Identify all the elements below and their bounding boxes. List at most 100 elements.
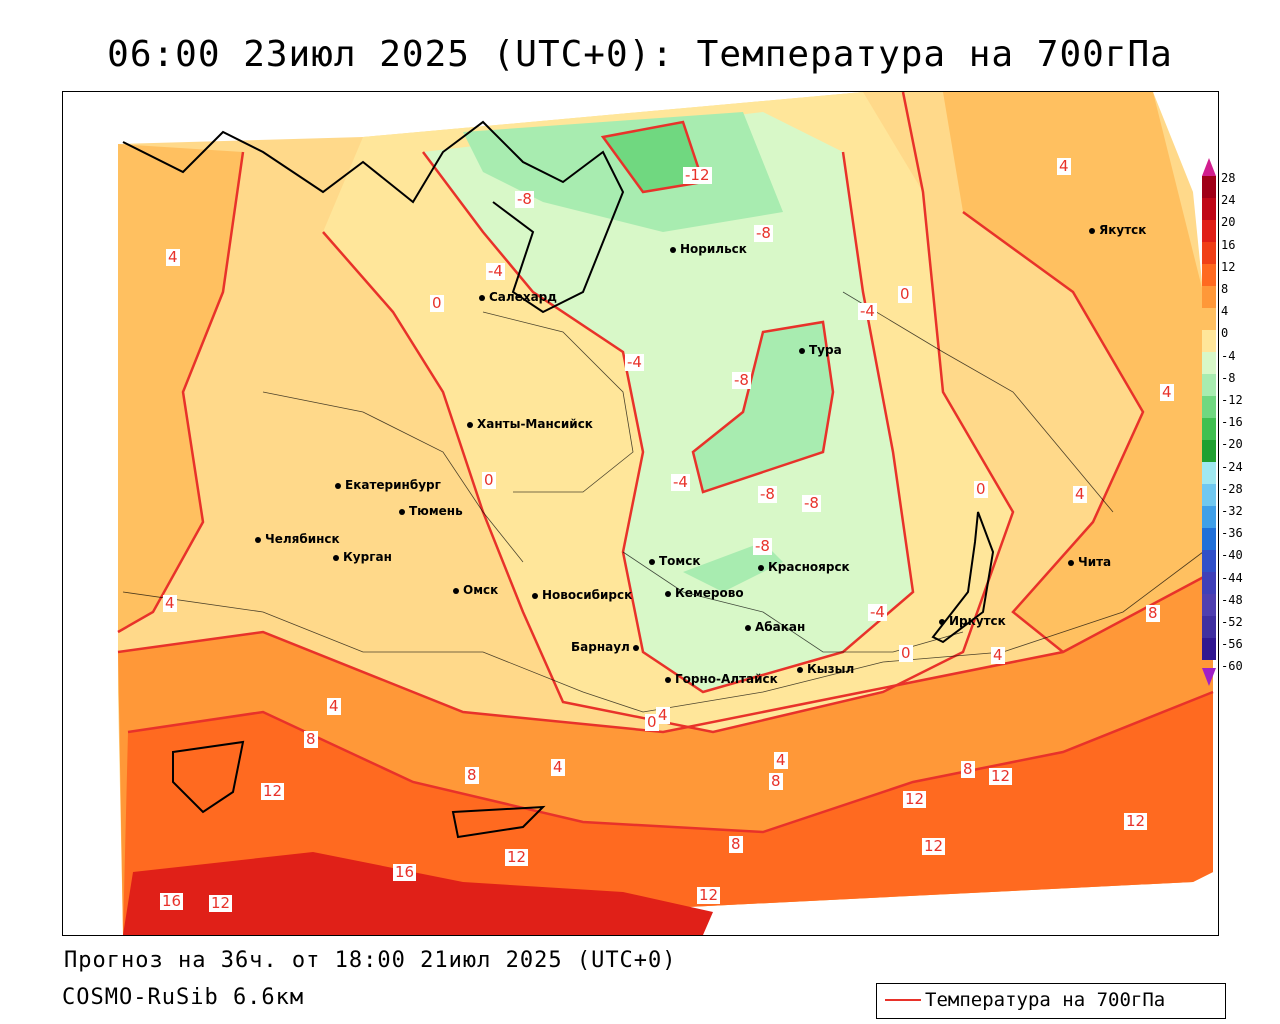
colorbar-tick-label: -56	[1221, 637, 1243, 652]
contour-label: 12	[922, 837, 946, 855]
city-khanty-mansiysk: Ханты-Мансийск	[467, 417, 593, 431]
city-krasnoyarsk: Красноярск	[758, 560, 850, 574]
colorbar-tick-label: -24	[1221, 459, 1243, 474]
contour-label: 12	[989, 767, 1013, 785]
colorbar-tick-label: 16	[1221, 237, 1236, 252]
colorbar-segment	[1202, 484, 1216, 506]
colorbar-tick-label: 8	[1221, 282, 1229, 296]
contour-label: 8	[465, 766, 479, 784]
contour-label: 4	[1073, 485, 1087, 503]
contour-label: 16	[160, 892, 184, 910]
isotherm-0	[322, 92, 1015, 734]
legend-label: Температура на 700гПа	[925, 989, 1166, 1011]
contour-label: 4	[1057, 157, 1071, 175]
region-border-4	[842, 291, 1114, 513]
contour-label: 0	[645, 713, 659, 731]
forecast-info: Прогноз на 36ч. от 18:00 21июл 2025 (UTC…	[64, 948, 677, 973]
city-chelyabinsk: Челябинск	[255, 532, 340, 546]
isotherm-minus8	[691, 320, 835, 494]
contour-label: 4	[327, 697, 341, 715]
colorbar-tick-label: -16	[1221, 415, 1243, 430]
region-border-1	[482, 311, 634, 493]
colorbar-tick-label: -44	[1221, 570, 1243, 585]
colorbar-segment	[1202, 572, 1216, 594]
band-minus8-north	[463, 112, 783, 232]
band-4-west	[118, 144, 243, 632]
city-chita: Чита	[1068, 555, 1111, 569]
contour-label: 4	[656, 706, 670, 724]
colorbar-tick-label: -48	[1221, 592, 1243, 607]
contour-label: -4	[486, 262, 505, 280]
temperature-map: Норильск Якутск Салехард Тура Ханты-Манс…	[62, 91, 1219, 936]
colorbar-tick-label: 24	[1221, 193, 1236, 208]
isotherm-4-east	[962, 210, 1145, 653]
colorbar-segment	[1202, 286, 1216, 308]
colorbar-bottom-arrow	[1202, 668, 1216, 686]
colorbar-segment	[1202, 440, 1216, 462]
contour-label: 8	[769, 772, 783, 790]
colorbar-tick-label: -60	[1221, 659, 1243, 674]
city-novosibirsk: Новосибирск	[532, 588, 632, 602]
city-ekaterinburg: Екатеринбург	[335, 478, 441, 492]
contour-label: 12	[209, 894, 233, 912]
contour-label: -12	[683, 166, 712, 184]
contour-label: -4	[858, 302, 877, 320]
contour-label: 0	[898, 285, 912, 303]
contour-label: -4	[625, 353, 644, 371]
colorbar-segment	[1202, 418, 1216, 440]
lake-issyk	[451, 805, 546, 839]
contour-label: 0	[974, 480, 988, 498]
colorbar-tick-label: 0	[1221, 326, 1229, 341]
colorbar-segment	[1202, 616, 1216, 638]
contour-label: -4	[868, 603, 887, 621]
colorbar-tick-label: -8	[1221, 370, 1236, 385]
lake-balkhash	[172, 740, 245, 814]
band-minus8-center	[693, 322, 833, 492]
contour-label: -8	[758, 485, 777, 503]
contour-label: 4	[774, 751, 788, 769]
colorbar-segment	[1202, 176, 1216, 198]
legend: Температура на 700гПа	[876, 983, 1226, 1019]
city-yakutsk: Якутск	[1089, 223, 1146, 237]
city-salekhard: Салехард	[479, 290, 557, 304]
city-kyzyl: Кызыл	[797, 662, 854, 676]
isotherm-4	[117, 151, 245, 634]
contour-label: 4	[163, 594, 177, 612]
isotherm-12	[127, 690, 1214, 834]
region-border-2	[262, 391, 524, 563]
colorbar	[1202, 176, 1216, 660]
contour-label: -8	[732, 371, 751, 389]
city-irkutsk: Иркутск	[939, 614, 1006, 628]
city-barnaul: Барнаул	[571, 640, 643, 654]
contour-label: 0	[482, 471, 496, 489]
colorbar-segment	[1202, 396, 1216, 418]
colorbar-segment	[1202, 352, 1216, 374]
city-tomsk: Томск	[649, 554, 701, 568]
contour-label: 4	[991, 646, 1005, 664]
contour-label: 8	[729, 835, 743, 853]
city-norilsk: Норильск	[670, 242, 747, 256]
colorbar-segment	[1202, 198, 1216, 220]
colorbar-segment	[1202, 220, 1216, 242]
colorbar-tick-label: 20	[1221, 215, 1236, 230]
colorbar-segment	[1202, 330, 1216, 352]
band-minus4	[423, 112, 913, 692]
colorbar-tick-label: 28	[1221, 171, 1236, 185]
city-abakan: Абакан	[745, 620, 805, 634]
contour-label: 8	[961, 760, 975, 778]
colorbar-segment	[1202, 264, 1216, 286]
city-kemerovo: Кемерово	[665, 586, 744, 600]
contour-label: 4	[166, 248, 180, 266]
colorbar-tick-label: -36	[1221, 526, 1243, 541]
contour-label: 8	[304, 730, 318, 748]
contour-label: 4	[1160, 383, 1174, 401]
contour-label: 12	[697, 886, 721, 904]
map-title: 06:00 23июл 2025 (UTC+0): Температура на…	[107, 34, 1173, 75]
colorbar-segment	[1202, 528, 1216, 550]
contour-label: -8	[802, 494, 821, 512]
contour-label: 12	[505, 848, 529, 866]
colorbar-tick-label: 12	[1221, 259, 1236, 274]
colorbar-segment	[1202, 308, 1216, 330]
band-minus12	[603, 122, 703, 192]
contour-label: -4	[671, 473, 690, 491]
